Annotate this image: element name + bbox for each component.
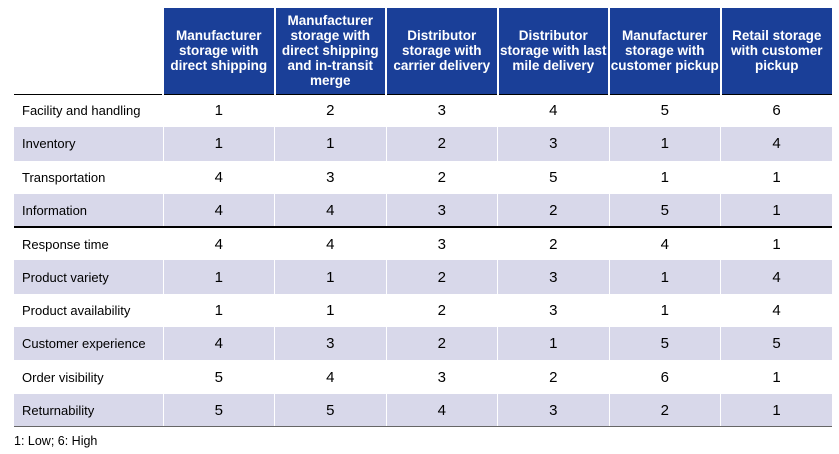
table-cell: 1 [162, 260, 275, 294]
table-cell: 1 [608, 127, 721, 161]
table-cell: 4 [162, 193, 275, 229]
table-cell: 3 [385, 360, 498, 394]
table-cell: 2 [497, 227, 609, 261]
table-cell: 4 [385, 393, 498, 428]
table-cell: 1 [162, 293, 275, 328]
table-row: Transportation 4 3 2 5 1 1 [14, 160, 832, 194]
header-corner-cell [14, 8, 163, 95]
table-cell: 4 [162, 160, 275, 194]
table-row: Inventory 1 1 2 3 1 4 [14, 127, 832, 161]
table-row: Returnability 5 5 4 3 2 1 [14, 393, 832, 428]
table-cell: 1 [497, 327, 609, 361]
table-cell: 2 [274, 94, 386, 128]
table-cell: 3 [497, 293, 609, 328]
table-cell: 4 [274, 193, 386, 229]
table-cell: 6 [720, 94, 832, 128]
footnote-scale: 1: Low; 6: High [14, 434, 98, 448]
table-cell: 1 [274, 260, 386, 294]
table-cell: 5 [608, 193, 721, 229]
table-cell: 2 [385, 160, 498, 194]
header-row: Manufacturer storage with direct shippin… [14, 8, 832, 95]
table-cell: 3 [497, 260, 609, 294]
table-row: Product variety 1 1 2 3 1 4 [14, 260, 832, 294]
row-label: Product availability [14, 293, 163, 328]
table-cell: 2 [385, 327, 498, 361]
table-cell: 5 [608, 94, 721, 128]
table-cell: 2 [608, 393, 721, 428]
table-cell: 1 [720, 193, 832, 229]
table-cell: 1 [720, 227, 832, 261]
table-row: Response time 4 4 3 2 4 1 [14, 227, 832, 261]
table-cell: 3 [385, 94, 498, 128]
table-row: Facility and handling 1 2 3 4 5 6 [14, 94, 832, 128]
table-cell: 5 [497, 160, 609, 194]
table-cell: 1 [608, 293, 721, 328]
table-cell: 4 [274, 227, 386, 261]
table-body: Facility and handling 1 2 3 4 5 6 Invent… [14, 94, 832, 428]
comparison-table: Manufacturer storage with direct shippin… [14, 8, 832, 428]
table-cell: 5 [274, 393, 386, 428]
table-cell: 2 [385, 127, 498, 161]
row-label: Inventory [14, 127, 163, 161]
table-cell: 1 [720, 360, 832, 394]
table-cell: 5 [608, 327, 721, 361]
row-label: Returnability [14, 393, 163, 428]
table-cell: 1 [274, 127, 386, 161]
table-cell: 3 [497, 127, 609, 161]
table-cell: 4 [162, 327, 275, 361]
table-cell: 1 [274, 293, 386, 328]
table-row: Customer experience 4 3 2 1 5 5 [14, 327, 832, 361]
row-label: Customer experience [14, 327, 163, 361]
table-cell: 3 [385, 193, 498, 229]
table-header: Manufacturer storage with direct shippin… [14, 8, 832, 95]
table-cell: 5 [162, 393, 275, 428]
table-cell: 6 [608, 360, 721, 394]
table-cell: 1 [162, 127, 275, 161]
table-cell: 5 [720, 327, 832, 361]
table-cell: 2 [385, 260, 498, 294]
column-header: Distributor storage with carrier deliver… [385, 8, 498, 95]
table-cell: 2 [385, 293, 498, 328]
table-cell: 1 [720, 160, 832, 194]
table-cell: 5 [162, 360, 275, 394]
table-cell: 3 [274, 160, 386, 194]
table-row: Information 4 4 3 2 5 1 [14, 193, 832, 229]
table-cell: 4 [497, 94, 609, 128]
column-header: Manufacturer storage with direct shippin… [162, 8, 275, 95]
table-cell: 2 [497, 360, 609, 394]
table-cell: 1 [162, 94, 275, 128]
table-cell: 3 [274, 327, 386, 361]
table-row: Product availability 1 1 2 3 1 4 [14, 293, 832, 328]
table-cell: 4 [720, 293, 832, 328]
table-cell: 3 [385, 227, 498, 261]
table-cell: 4 [274, 360, 386, 394]
table-cell: 1 [608, 160, 721, 194]
table-cell: 3 [497, 393, 609, 428]
row-label: Response time [14, 227, 163, 261]
row-label: Facility and handling [14, 94, 163, 128]
column-header: Manufacturer storage with customer picku… [608, 8, 721, 95]
column-header: Distributor storage with last mile deliv… [496, 8, 609, 95]
row-label: Order visibility [14, 360, 163, 394]
table-cell: 4 [608, 227, 721, 261]
column-header: Retail storage with customer pickup [719, 8, 832, 95]
table-cell: 1 [720, 393, 832, 428]
table-cell: 4 [720, 260, 832, 294]
table-cell: 2 [497, 193, 609, 229]
table-cell: 1 [608, 260, 721, 294]
row-label: Information [14, 193, 163, 229]
table-cell: 4 [162, 227, 275, 261]
row-label: Product variety [14, 260, 163, 294]
column-header: Manufacturer storage with direct shippin… [273, 8, 386, 95]
table-cell: 4 [720, 127, 832, 161]
table-row: Order visibility 5 4 3 2 6 1 [14, 360, 832, 394]
row-label: Transportation [14, 160, 163, 194]
